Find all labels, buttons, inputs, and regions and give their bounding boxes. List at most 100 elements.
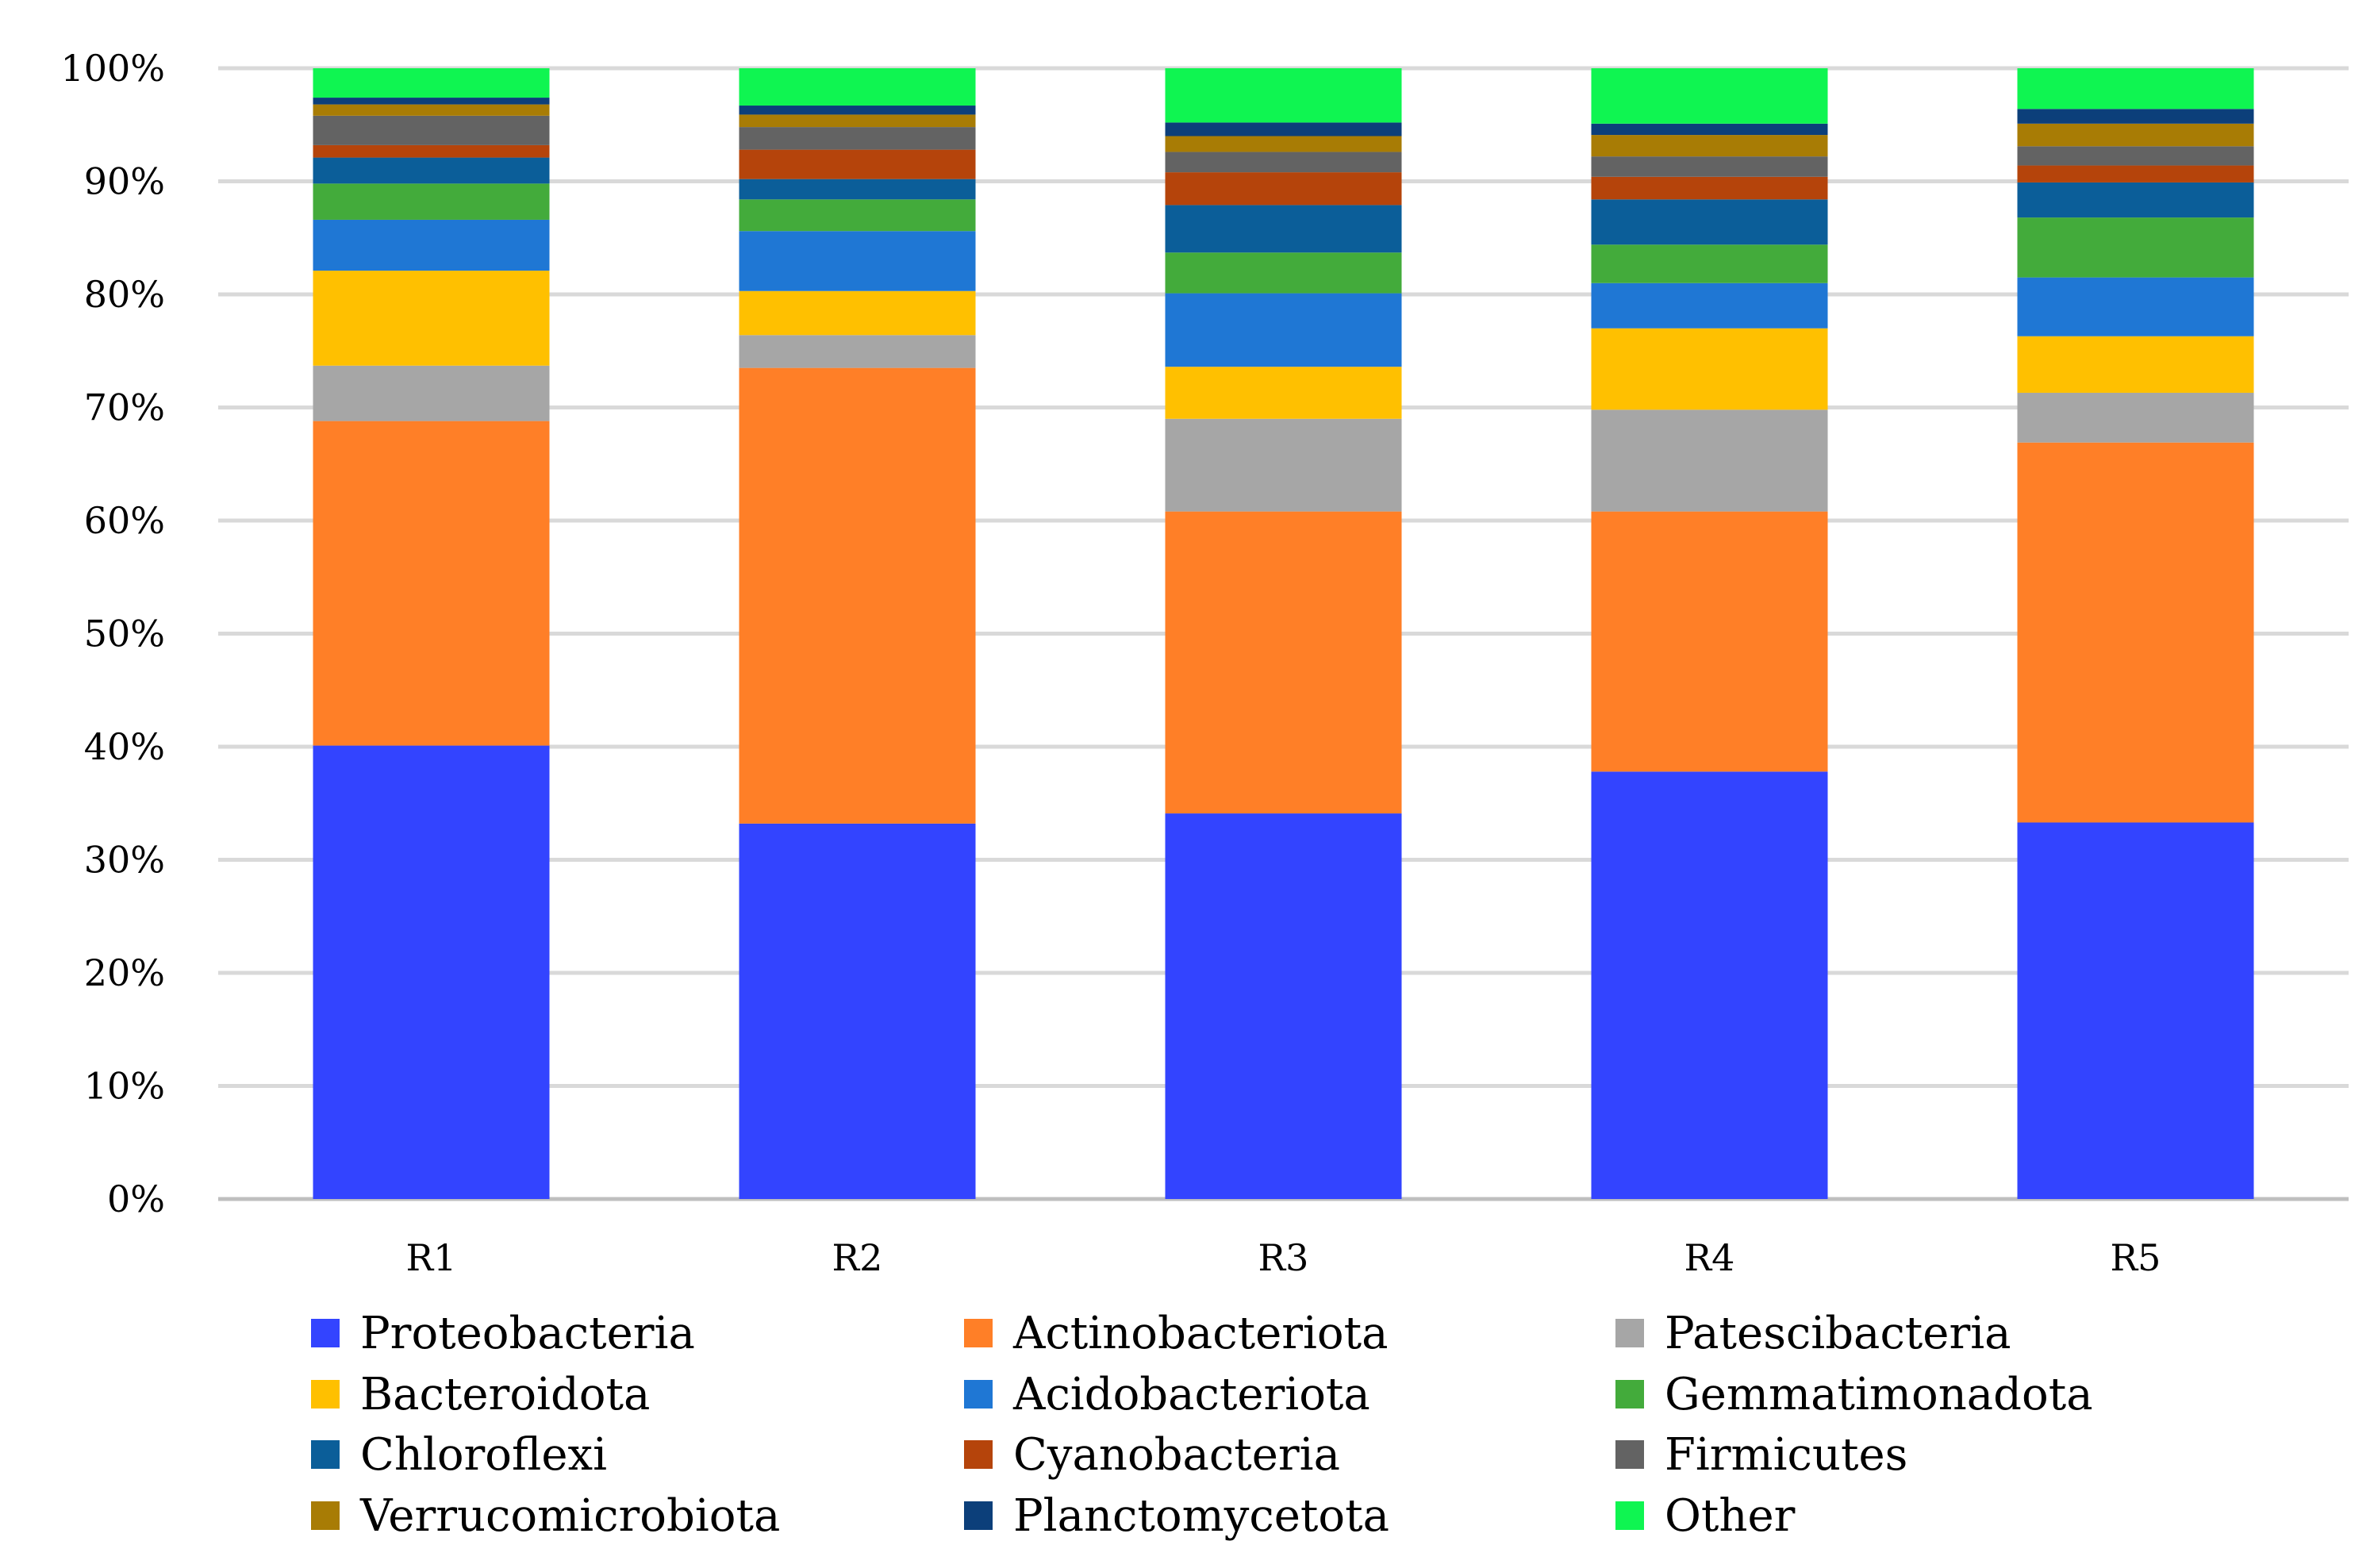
y-tick-label: 0%	[107, 1178, 165, 1220]
legend-item: Gemmatimonadota	[1615, 1369, 2093, 1420]
bar-segment	[2017, 822, 2254, 1199]
bar-segment	[2017, 146, 2254, 166]
x-tick-label: R2	[832, 1236, 883, 1279]
legend-label: Verrucomicrobiota	[359, 1490, 780, 1542]
legend-label: Patescibacteria	[1665, 1308, 2011, 1359]
bar-segment	[313, 68, 550, 98]
legend-label: Acidobacteriota	[1012, 1369, 1370, 1420]
bar-segment	[739, 335, 976, 368]
legend-item: Firmicutes	[1615, 1429, 1907, 1481]
bar-segment	[1165, 152, 1402, 173]
bar-segment	[1165, 68, 1402, 123]
legend-swatch	[311, 1319, 340, 1347]
legend-label: Actinobacteriota	[1012, 1308, 1389, 1359]
y-axis: 0% 10% 20% 30% 40% 50% 60% 70% 80% 90% 100%	[60, 47, 165, 1220]
bar-segment	[739, 231, 976, 291]
bar-segment	[313, 219, 550, 271]
bar-segment	[1591, 771, 1828, 1199]
legend-label: Gemmatimonadota	[1665, 1369, 2093, 1420]
y-tick-label: 70%	[84, 386, 165, 429]
bar-segment	[313, 104, 550, 116]
y-tick-label: 40%	[84, 725, 165, 768]
bar-segment	[1591, 199, 1828, 245]
bar-segment	[1591, 282, 1828, 329]
legend-label: Bacteroidota	[360, 1369, 650, 1420]
bar-segment	[2017, 68, 2254, 110]
bar-segment	[1165, 511, 1402, 814]
bar-segment	[2017, 165, 2254, 183]
legend-swatch	[1615, 1319, 1644, 1347]
bar-segment	[1165, 293, 1402, 367]
y-tick-label: 80%	[84, 273, 165, 316]
legend-label: Proteobacteria	[360, 1308, 695, 1359]
bar-segment	[313, 745, 550, 1199]
bar-segment	[1591, 156, 1828, 177]
bar-segment	[739, 114, 976, 128]
bar-segment	[2017, 109, 2254, 124]
bar-segment	[1165, 418, 1402, 512]
bar-segment	[1591, 328, 1828, 410]
legend-swatch	[311, 1380, 340, 1409]
legend-item: Actinobacteriota	[964, 1308, 1389, 1359]
bar-segment	[2017, 123, 2254, 147]
legend-label: Chloroflexi	[360, 1429, 607, 1481]
bar-segment	[2017, 392, 2254, 443]
x-tick-label: R3	[1258, 1236, 1309, 1279]
legend-item: Proteobacteria	[311, 1308, 695, 1359]
legend-swatch	[964, 1501, 993, 1530]
bar-segment	[1591, 409, 1828, 512]
bar-segment	[739, 68, 976, 106]
legend-swatch	[311, 1440, 340, 1469]
legend-swatch	[311, 1501, 340, 1530]
bar-segment	[1165, 252, 1402, 294]
legend-item: Other	[1615, 1490, 1796, 1542]
bar-segment	[2017, 336, 2254, 393]
bar-segment	[1165, 172, 1402, 206]
legend-item: Cyanobacteria	[964, 1429, 1340, 1481]
legend-swatch	[1615, 1380, 1644, 1409]
legend-item: Acidobacteriota	[964, 1369, 1370, 1420]
bar-segment	[1591, 68, 1828, 124]
bar-segment	[739, 290, 976, 336]
bar-segment	[2017, 182, 2254, 218]
y-tick-label: 30%	[84, 839, 165, 882]
bar-segment	[313, 157, 550, 184]
x-tick-label: R4	[1684, 1236, 1735, 1279]
x-axis: R1 R2 R3 R4 R5	[406, 1236, 2161, 1279]
legend-swatch	[964, 1380, 993, 1409]
bar-segment	[1165, 122, 1402, 136]
bar-segment	[739, 106, 976, 115]
x-tick-label: R5	[2111, 1236, 2161, 1279]
legend-swatch	[1615, 1440, 1644, 1469]
bar-segment	[1591, 511, 1828, 772]
legend-item: Planctomycetota	[964, 1490, 1389, 1542]
bar-segment	[1591, 135, 1828, 157]
y-tick-label: 10%	[84, 1065, 165, 1108]
bar-segment	[1591, 176, 1828, 200]
legend-swatch	[964, 1319, 993, 1347]
bar-segment	[739, 179, 976, 200]
bar-segment	[1591, 244, 1828, 283]
legend-item: Chloroflexi	[311, 1429, 607, 1481]
legend-swatch	[1615, 1501, 1644, 1530]
legend-item: Patescibacteria	[1615, 1308, 2011, 1359]
bar-segment	[1591, 123, 1828, 136]
bar-segment	[1165, 367, 1402, 419]
legend-swatch	[964, 1440, 993, 1469]
x-tick-label: R1	[406, 1236, 457, 1279]
bar-segment	[313, 421, 550, 746]
bar-segment	[313, 144, 550, 158]
y-tick-label: 90%	[84, 160, 165, 203]
y-tick-label: 60%	[84, 499, 165, 542]
bar-segment	[313, 183, 550, 220]
legend-label: Planctomycetota	[1013, 1490, 1389, 1542]
y-tick-label: 20%	[84, 951, 165, 994]
bar-segment	[313, 98, 550, 105]
bar-segment	[1165, 813, 1402, 1199]
legend: Proteobacteria Actinobacteriota Patescibac…	[311, 1308, 2093, 1542]
bar-segment	[2017, 217, 2254, 278]
bar-segment	[1165, 205, 1402, 253]
bar-segment	[739, 127, 976, 150]
bar-segment	[739, 367, 976, 824]
